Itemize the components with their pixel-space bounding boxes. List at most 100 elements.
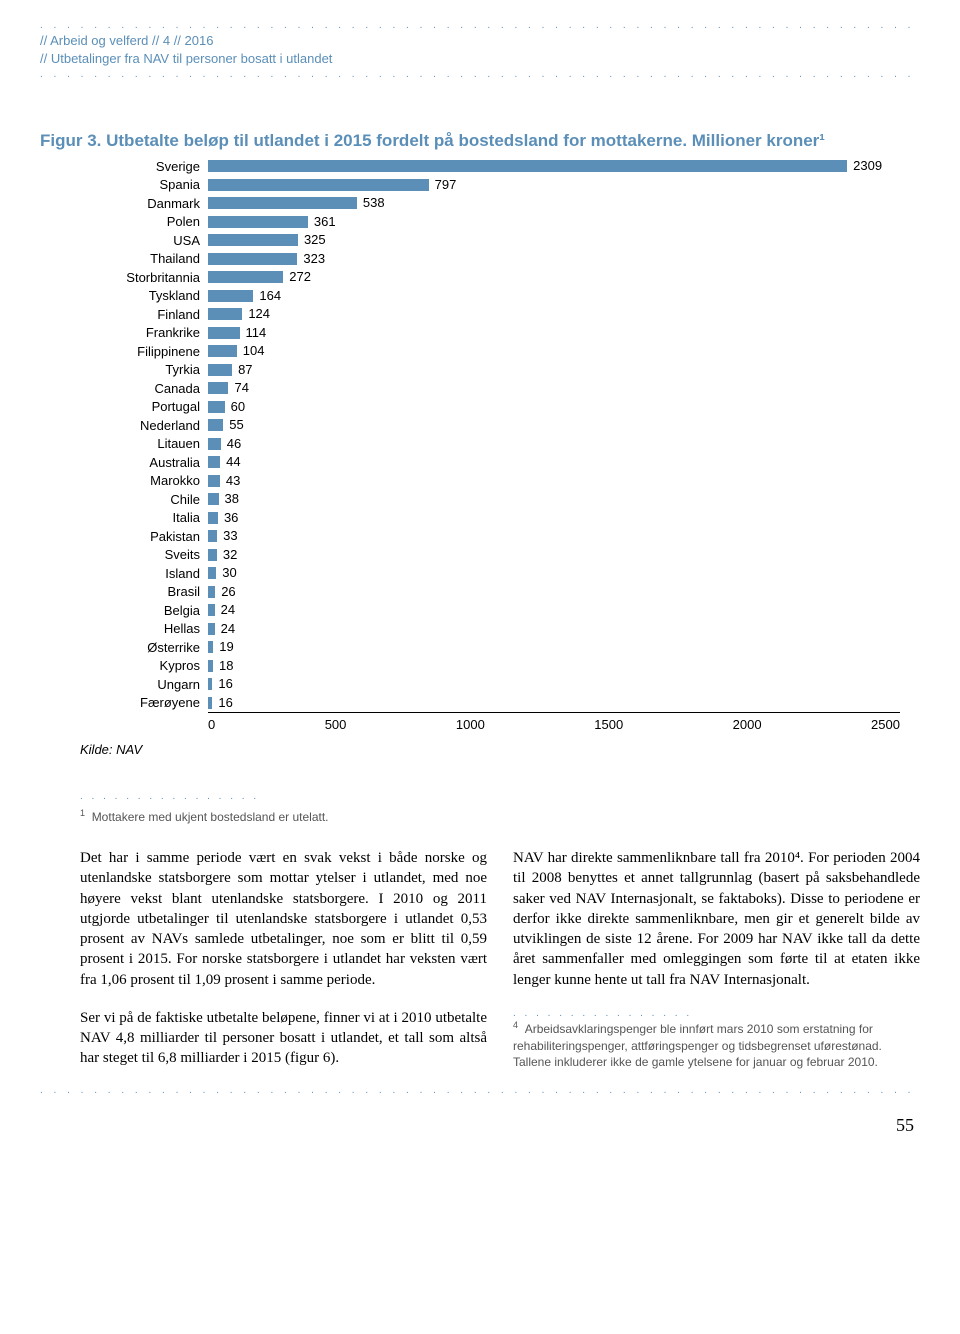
bar-rect <box>208 438 221 450</box>
bar-category: USA <box>80 233 208 248</box>
bar-area: 33 <box>208 529 900 543</box>
bar-area: 2309 <box>208 159 900 173</box>
bar-value: 60 <box>225 400 245 414</box>
bar-category: Australia <box>80 455 208 470</box>
bar-row: Nederland55 <box>80 416 900 435</box>
bar-row: Belgia 24 <box>80 601 900 620</box>
bar-area: 55 <box>208 418 900 432</box>
x-tick: 2500 <box>871 717 900 732</box>
bar-area: 43 <box>208 474 900 488</box>
x-tick: 1000 <box>456 717 485 732</box>
x-tick: 1500 <box>594 717 623 732</box>
bar-value: 16 <box>212 677 232 691</box>
bar-area: 19 <box>208 640 900 654</box>
bar-area: 32 <box>208 548 900 562</box>
footnote-4-marker: 4 <box>513 1020 518 1030</box>
bottom-dotline: . . . . . . . . . . . . . . . . . . . . … <box>40 1085 920 1097</box>
bar-value: 46 <box>221 437 241 451</box>
bar-area: 24 <box>208 622 900 636</box>
bar-rect <box>208 160 847 172</box>
bar-category: Belgia <box>80 603 208 618</box>
bar-value: 74 <box>228 381 248 395</box>
bar-rect <box>208 586 215 598</box>
bar-row: Island30 <box>80 564 900 583</box>
bar-rect <box>208 271 283 283</box>
bar-value: 16 <box>212 696 232 710</box>
bar-category: Sveits <box>80 547 208 562</box>
running-header: // Arbeid og velferd // 4 // 2016 // Utb… <box>40 32 920 67</box>
bar-category: Østerrike <box>80 640 208 655</box>
body-col-left: Det har i samme periode vært en svak vek… <box>80 848 487 990</box>
bar-area: 323 <box>208 252 900 266</box>
bar-value: 43 <box>220 474 240 488</box>
x-tick: 500 <box>325 717 347 732</box>
bar-category: Thailand <box>80 251 208 266</box>
bar-value: 2309 <box>847 159 882 173</box>
top-dotline: . . . . . . . . . . . . . . . . . . . . … <box>40 20 920 32</box>
footnote-4-text: Arbeidsavklaringspenger ble innført mars… <box>513 1022 882 1070</box>
x-axis: 05001000150020002500 <box>208 712 900 732</box>
bar-value: 36 <box>218 511 238 525</box>
bar-rect <box>208 512 218 524</box>
lower-left-para: Ser vi på de faktiske utbetalte beløpene… <box>80 1008 487 1071</box>
bar-area: 60 <box>208 400 900 414</box>
bar-category: Færøyene <box>80 695 208 710</box>
bar-value: 30 <box>216 566 236 580</box>
lower-right: . . . . . . . . . . . . . . . . 4 Arbeid… <box>513 1008 920 1071</box>
bar-row: Canada74 <box>80 379 900 398</box>
lower-row: Ser vi på de faktiske utbetalte beløpene… <box>80 1008 920 1071</box>
body-columns: Det har i samme periode vært en svak vek… <box>80 848 920 990</box>
bar-rect <box>208 401 225 413</box>
bar-value: 26 <box>215 585 235 599</box>
bar-row: Brasil 26 <box>80 583 900 602</box>
source-text: Kilde: NAV <box>80 742 142 757</box>
bar-area: 46 <box>208 437 900 451</box>
bar-area: 325 <box>208 233 900 247</box>
x-tick: 0 <box>208 717 215 732</box>
bar-row: Danmark 538 <box>80 194 900 213</box>
bar-rect <box>208 327 240 339</box>
bar-category: Finland <box>80 307 208 322</box>
bar-rect <box>208 253 297 265</box>
bar-row: Filippinene104 <box>80 342 900 361</box>
bar-area: 797 <box>208 178 900 192</box>
bar-value: 24 <box>215 603 235 617</box>
bar-value: 87 <box>232 363 252 377</box>
footnote-1-text: Mottakere med ukjent bostedsland er utel… <box>92 810 329 824</box>
bar-row: Australia44 <box>80 453 900 472</box>
chart-source: Kilde: NAV <box>80 742 920 757</box>
bar-category: Litauen <box>80 436 208 451</box>
bar-rect <box>208 234 298 246</box>
bar-category: Portugal <box>80 399 208 414</box>
footnote-1-marker: 1 <box>80 808 85 818</box>
bar-rect <box>208 530 217 542</box>
bar-rect <box>208 308 242 320</box>
bar-value: 538 <box>357 196 385 210</box>
bar-category: Chile <box>80 492 208 507</box>
bar-area: 44 <box>208 455 900 469</box>
bar-category: Frankrike <box>80 325 208 340</box>
bar-value: 104 <box>237 344 265 358</box>
bar-row: USA325 <box>80 231 900 250</box>
bar-row: Thailand323 <box>80 250 900 269</box>
bar-area: 16 <box>208 696 900 710</box>
bar-chart: Sverige2309Spania797Danmark538Polen361US… <box>80 157 900 712</box>
bar-row: Ungarn16 <box>80 675 900 694</box>
bar-row: Tyrkia87 <box>80 361 900 380</box>
footnote4-dots: . . . . . . . . . . . . . . . . <box>513 1008 920 1019</box>
bar-row: Pakistan33 <box>80 527 900 546</box>
bar-value: 32 <box>217 548 237 562</box>
bar-area: 74 <box>208 381 900 395</box>
bar-value: 24 <box>215 622 235 636</box>
bar-rect <box>208 604 215 616</box>
bar-category: Danmark <box>80 196 208 211</box>
page-number: 55 <box>40 1115 920 1136</box>
bar-rect <box>208 290 253 302</box>
page-root: . . . . . . . . . . . . . . . . . . . . … <box>0 0 960 1166</box>
bar-area: 24 <box>208 603 900 617</box>
header-line-1: // Arbeid og velferd // 4 // 2016 <box>40 32 920 50</box>
bar-category: Tyskland <box>80 288 208 303</box>
bar-row: Marokko43 <box>80 472 900 491</box>
bar-row: Spania797 <box>80 176 900 195</box>
bar-category: Brasil <box>80 584 208 599</box>
